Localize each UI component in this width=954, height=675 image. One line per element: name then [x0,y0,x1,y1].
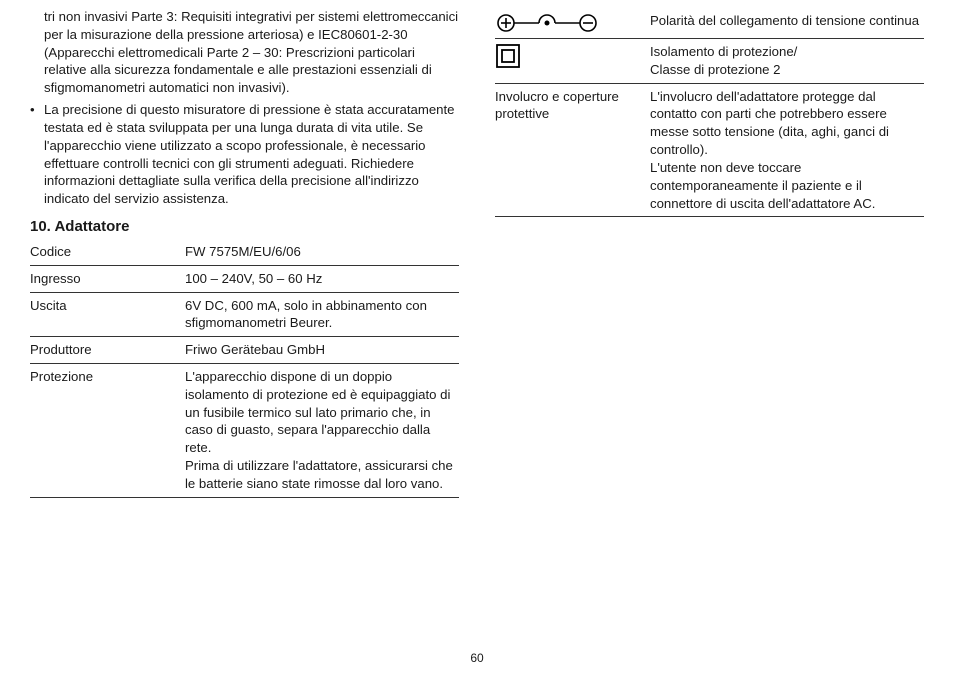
spec-label: Involucro e coperture protettive [495,83,650,217]
spec-label: Protezione [30,364,185,498]
spec-label: Codice [30,239,185,265]
page-number: 60 [0,651,954,665]
symbol-description: Polarità del collegamento di tensione co… [650,8,924,39]
spec-value: L'apparecchio dispone di un doppio isola… [185,364,459,498]
class2-symbol-cell [495,39,650,84]
spec-value: 100 – 240V, 50 – 60 Hz [185,265,459,292]
spec-label: Produttore [30,337,185,364]
bullet-text: La precisione di questo misuratore di pr… [44,101,459,208]
bullet-item: • La precisione di questo misuratore di … [30,101,459,208]
bullet-marker: • [30,101,44,208]
adapter-spec-table: Codice FW 7575M/EU/6/06 Ingresso 100 – 2… [30,239,459,498]
spec-label: Uscita [30,292,185,337]
left-column: tri non invasivi Parte 3: Requisiti inte… [30,8,459,498]
spec-value: Friwo Gerätebau GmbH [185,337,459,364]
spec-value: L'involucro dell'adattatore protegge dal… [650,83,924,217]
polarity-symbol-cell [495,8,650,39]
spec-value: FW 7575M/EU/6/06 [185,239,459,265]
spec-label: Ingresso [30,265,185,292]
class2-icon [495,43,521,69]
polarity-icon [495,12,605,34]
section-heading-adattatore: 10. Adattatore [30,218,459,235]
symbol-description: Isolamento di protezione/Classe di prote… [650,39,924,84]
spec-value: 6V DC, 600 mA, solo in abbinamento con s… [185,292,459,337]
paragraph-continuation: tri non invasivi Parte 3: Requisiti inte… [30,8,459,97]
right-column: Polarità del collegamento di tensione co… [495,8,924,498]
symbol-table: Polarità del collegamento di tensione co… [495,8,924,217]
